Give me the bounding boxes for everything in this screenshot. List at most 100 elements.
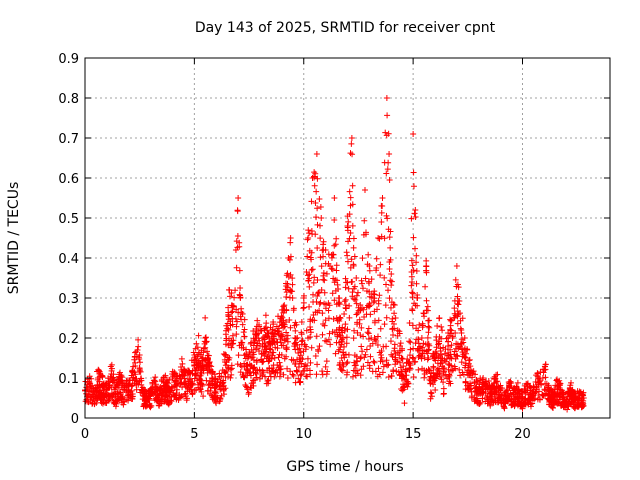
data-point bbox=[126, 377, 133, 384]
data-point bbox=[122, 384, 129, 391]
data-point bbox=[457, 317, 464, 324]
data-point bbox=[452, 276, 459, 283]
data-point bbox=[228, 362, 235, 369]
data-point bbox=[545, 395, 552, 402]
data-point bbox=[241, 374, 248, 381]
data-point bbox=[451, 305, 458, 312]
data-point bbox=[442, 358, 449, 365]
data-point bbox=[152, 395, 159, 402]
data-point bbox=[263, 380, 270, 387]
data-point bbox=[519, 394, 526, 401]
x-tick-label: 5 bbox=[190, 427, 198, 442]
data-point bbox=[523, 380, 530, 387]
data-point bbox=[311, 317, 318, 324]
data-point bbox=[180, 380, 187, 387]
data-point bbox=[426, 367, 433, 374]
data-point bbox=[490, 397, 497, 404]
data-point bbox=[373, 267, 380, 274]
data-point bbox=[448, 368, 455, 375]
data-point bbox=[463, 350, 470, 357]
data-point bbox=[318, 215, 325, 221]
data-point bbox=[252, 331, 259, 338]
data-point bbox=[410, 355, 417, 362]
data-point bbox=[397, 359, 404, 366]
data-point bbox=[436, 333, 443, 340]
data-point bbox=[163, 392, 170, 399]
data-point bbox=[211, 389, 218, 396]
data-point bbox=[422, 283, 429, 290]
data-point bbox=[409, 354, 416, 361]
data-point bbox=[192, 356, 199, 363]
data-point bbox=[261, 336, 268, 343]
data-point bbox=[247, 384, 254, 391]
data-point bbox=[426, 376, 433, 383]
data-point bbox=[235, 352, 242, 359]
data-point bbox=[499, 385, 506, 392]
data-point bbox=[253, 334, 260, 341]
data-point bbox=[394, 349, 401, 356]
data-point bbox=[105, 397, 112, 404]
data-point bbox=[330, 316, 337, 322]
data-point bbox=[325, 260, 332, 267]
data-point bbox=[572, 403, 579, 410]
plot-frame bbox=[84, 57, 611, 419]
data-point bbox=[449, 333, 456, 340]
data-point bbox=[454, 293, 461, 300]
data-point bbox=[576, 400, 583, 407]
data-point bbox=[414, 294, 421, 301]
data-point bbox=[359, 348, 366, 355]
data-point bbox=[471, 398, 478, 405]
data-point bbox=[461, 364, 468, 371]
data-point bbox=[425, 329, 432, 336]
data-point bbox=[103, 380, 110, 387]
data-point bbox=[278, 342, 285, 349]
data-point bbox=[347, 202, 354, 209]
data-point bbox=[424, 334, 431, 341]
data-point bbox=[347, 150, 354, 157]
data-point bbox=[357, 355, 364, 362]
data-point bbox=[342, 296, 349, 303]
data-point bbox=[125, 397, 132, 404]
data-point bbox=[345, 351, 352, 358]
data-point bbox=[101, 387, 108, 394]
data-point bbox=[353, 275, 360, 281]
data-point bbox=[575, 401, 582, 408]
data-point bbox=[361, 314, 368, 321]
data-point bbox=[331, 242, 338, 249]
data-point bbox=[390, 367, 397, 374]
data-point bbox=[325, 307, 332, 314]
data-point bbox=[343, 371, 350, 378]
data-point bbox=[250, 382, 257, 389]
data-point bbox=[401, 400, 408, 407]
data-point bbox=[386, 295, 393, 302]
data-point bbox=[479, 376, 486, 383]
data-point bbox=[246, 349, 253, 356]
data-point bbox=[320, 253, 327, 260]
data-point bbox=[344, 227, 351, 234]
data-point bbox=[191, 375, 198, 382]
data-point bbox=[353, 311, 360, 318]
data-point bbox=[162, 372, 169, 379]
data-point bbox=[311, 182, 318, 189]
data-point bbox=[350, 244, 357, 251]
data-point bbox=[279, 306, 286, 313]
data-point bbox=[301, 341, 308, 348]
data-point bbox=[328, 254, 335, 261]
data-point bbox=[367, 353, 374, 360]
data-point bbox=[171, 371, 178, 378]
data-point bbox=[356, 316, 363, 323]
data-point bbox=[297, 354, 304, 361]
data-point bbox=[389, 318, 396, 325]
data-point bbox=[283, 293, 290, 300]
data-point bbox=[380, 363, 387, 370]
data-point bbox=[458, 340, 465, 347]
data-point bbox=[249, 354, 256, 361]
data-point bbox=[292, 327, 299, 334]
data-point bbox=[306, 247, 313, 254]
data-point bbox=[353, 292, 360, 299]
data-point bbox=[204, 369, 211, 376]
data-point bbox=[328, 265, 335, 272]
data-point bbox=[510, 387, 517, 394]
data-point bbox=[360, 285, 367, 292]
data-point bbox=[365, 336, 372, 343]
